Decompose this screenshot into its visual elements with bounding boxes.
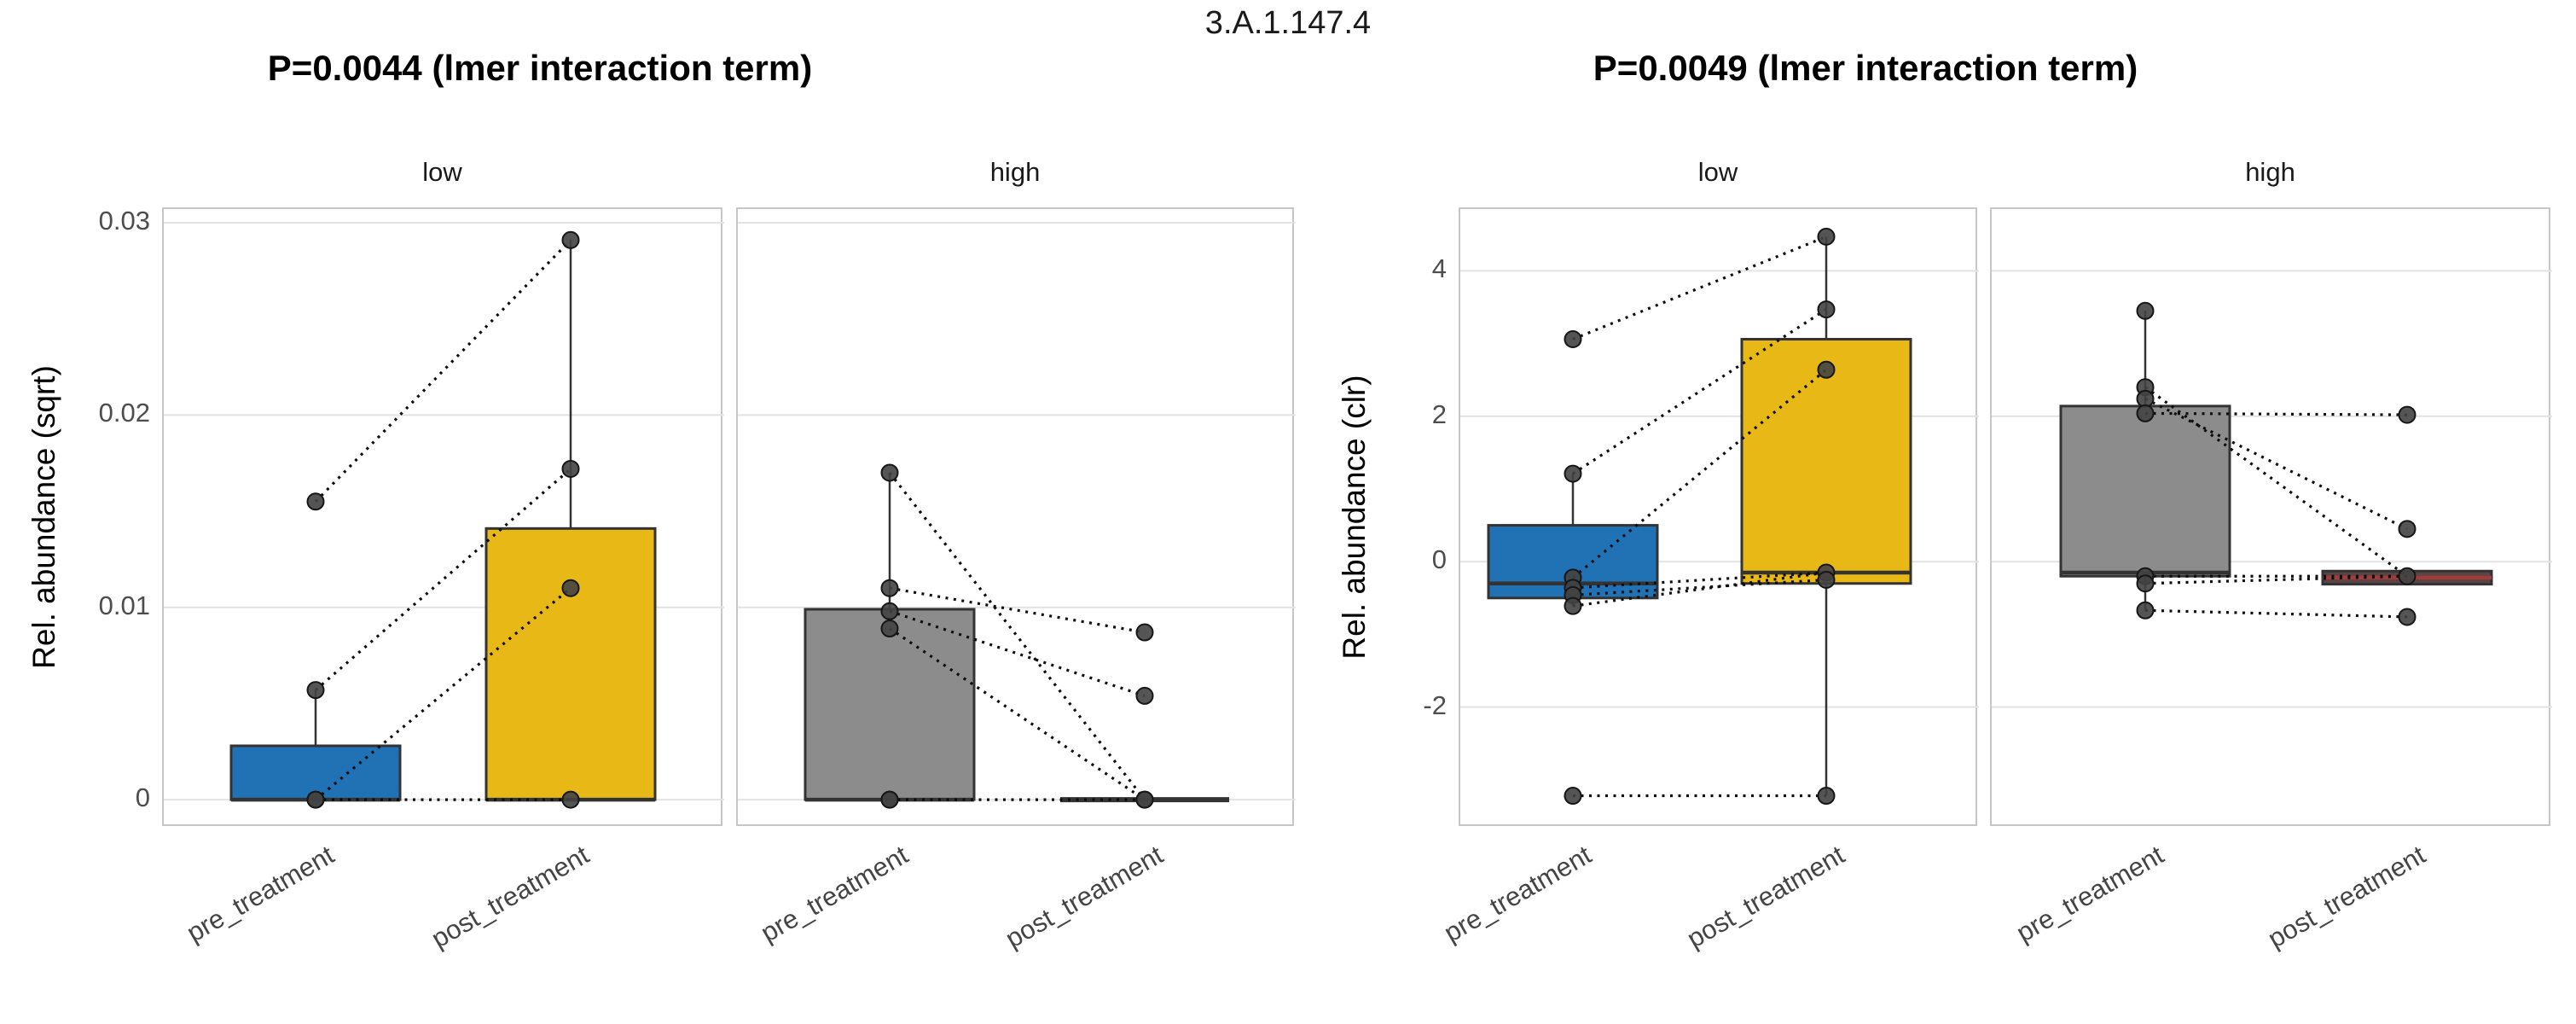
pair-lines xyxy=(888,471,1146,801)
box xyxy=(1740,337,1912,585)
pair-line xyxy=(2144,574,2408,585)
pair-line xyxy=(2144,411,2408,416)
panel-canvas xyxy=(164,222,724,809)
data-point xyxy=(561,790,580,809)
pair-lines xyxy=(2144,386,2408,619)
pair-line xyxy=(2144,397,2408,531)
y-tick-label: 2 xyxy=(1431,399,1447,429)
facet-label-high-clr: high xyxy=(2245,157,2295,187)
y-tick-label: -2 xyxy=(1423,689,1447,720)
facet-panel-low-sqrt xyxy=(162,207,724,826)
y-tick-label: 4 xyxy=(1431,253,1447,284)
pair-lines xyxy=(314,239,572,801)
box xyxy=(2059,404,2231,578)
facet-label-low-clr: low xyxy=(1697,157,1738,187)
pair-lines xyxy=(1571,235,1828,798)
y-tick-label: 0 xyxy=(135,783,150,813)
pair-line xyxy=(2144,608,2408,619)
data-point xyxy=(1564,787,1582,806)
data-point xyxy=(2136,301,2155,320)
facet-panel-low-clr xyxy=(1459,207,1979,826)
x-tick-label: pre_treatment xyxy=(1438,840,1597,948)
data-point xyxy=(561,459,580,478)
data-point xyxy=(1817,360,1836,379)
pair-line xyxy=(1571,369,1828,579)
right-y-axis-title: Rel. abundance (clr) xyxy=(1337,374,1372,660)
data-point xyxy=(880,602,899,620)
data-point xyxy=(880,463,899,482)
data-point xyxy=(880,579,899,597)
panel-canvas xyxy=(738,222,1296,809)
y-tick-label: 0 xyxy=(1431,544,1447,575)
x-tick-label: post_treatment xyxy=(426,840,595,954)
page-title: 3.A.1.147.4 xyxy=(1204,5,1372,41)
data-point xyxy=(1817,787,1836,806)
y-tick-label: 0.03 xyxy=(98,206,150,236)
data-point xyxy=(2136,574,2155,593)
data-point xyxy=(1564,464,1582,483)
x-tick-label: post_treatment xyxy=(1681,840,1850,954)
x-tick-label: pre_treatment xyxy=(755,840,914,948)
data-point xyxy=(2398,520,2416,538)
facet-panel-high-sqrt xyxy=(736,207,1296,826)
facet-label-low-sqrt: low xyxy=(422,157,462,187)
left-figure-title: P=0.0044 (lmer interaction term) xyxy=(267,48,813,88)
data-point xyxy=(2398,567,2416,585)
panel-canvas xyxy=(1460,227,1979,806)
pair-line xyxy=(1572,578,1827,596)
data-point xyxy=(1564,596,1582,615)
data-point xyxy=(306,492,325,511)
data-point xyxy=(2398,405,2416,424)
data-point xyxy=(306,681,325,700)
pair-line xyxy=(2144,386,2408,578)
data-point xyxy=(2136,404,2155,422)
x-tick-label: post_treatment xyxy=(1000,840,1169,954)
pair-line xyxy=(314,586,572,801)
panel-canvas xyxy=(1992,270,2552,708)
data-point xyxy=(1135,623,1154,642)
pair-line xyxy=(1572,235,1827,340)
data-point xyxy=(561,579,580,597)
box xyxy=(804,608,976,801)
facet-label-high-sqrt: high xyxy=(989,157,1041,187)
pair-line xyxy=(1572,308,1827,475)
data-point xyxy=(1817,570,1836,589)
facet-panel-high-clr xyxy=(1990,207,2552,826)
pair-line xyxy=(314,239,572,503)
y-tick-label: 0.01 xyxy=(98,590,150,620)
data-point xyxy=(880,620,899,638)
data-point xyxy=(2398,608,2416,626)
y-tick-label: 0.02 xyxy=(98,398,150,428)
pair-line xyxy=(1572,571,1827,608)
data-point xyxy=(1135,790,1154,809)
data-point xyxy=(2136,601,2155,620)
data-point xyxy=(1817,300,1836,319)
right-figure-title: P=0.0049 (lmer interaction term) xyxy=(1593,48,2138,88)
data-point xyxy=(306,790,325,809)
data-point xyxy=(561,230,580,249)
data-point xyxy=(880,790,899,809)
x-tick-label: pre_treatment xyxy=(181,840,339,948)
x-tick-label: pre_treatment xyxy=(2010,840,2169,948)
pair-line xyxy=(1572,571,1827,590)
box xyxy=(484,527,657,801)
data-point xyxy=(1817,227,1836,246)
data-point xyxy=(1564,329,1582,348)
x-tick-label: post_treatment xyxy=(2262,840,2431,954)
data-point xyxy=(1135,686,1154,705)
left-y-axis-title: Rel. abundance (sqrt) xyxy=(26,364,61,669)
